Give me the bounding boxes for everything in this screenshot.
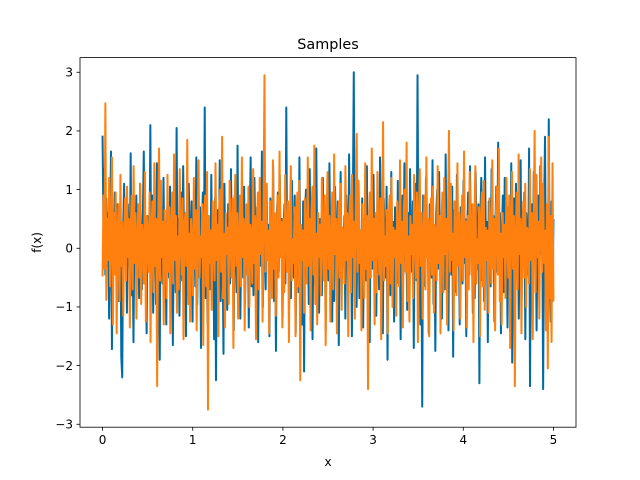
series-layer (101, 71, 555, 411)
x-tick-label: 3 (369, 433, 377, 447)
y-tick-label: 2 (65, 124, 73, 138)
x-tick-label: 1 (189, 433, 197, 447)
x-ticks: 0 1 2 3 4 5 (99, 427, 558, 447)
y-tick-label: −3 (55, 418, 73, 432)
y-tick-label: 1 (65, 183, 73, 197)
x-tick-label: 0 (99, 433, 107, 447)
x-tick-label: 4 (459, 433, 467, 447)
y-axis-label: f(x) (30, 232, 44, 253)
y-ticks: −3 −2 −1 0 1 2 3 (55, 66, 80, 432)
y-tick-label: 0 (65, 242, 73, 256)
x-tick-label: 5 (550, 433, 558, 447)
plot-frame (79, 57, 577, 428)
x-tick-label: 2 (279, 433, 287, 447)
y-tick-label: 3 (65, 66, 73, 80)
x-axis-label: x (324, 455, 331, 469)
y-tick-label: −2 (55, 359, 73, 373)
chart-title: Samples (297, 37, 358, 53)
series-line-2 (101, 74, 555, 411)
y-tick-label: −1 (55, 300, 73, 314)
